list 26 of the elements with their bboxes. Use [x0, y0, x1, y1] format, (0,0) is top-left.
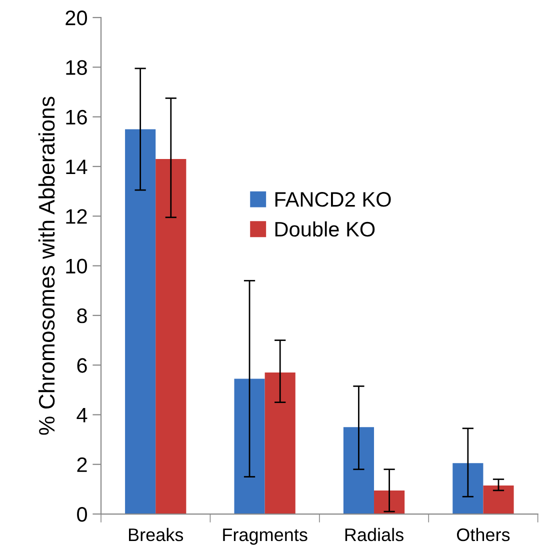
x-tick-label: Breaks [128, 528, 184, 542]
y-tick-label: 12 [66, 209, 87, 224]
x-tick-label: Radials [345, 528, 404, 542]
y-axis-title: % Chromosomes with Abberations [38, 96, 55, 435]
bar [264, 372, 296, 514]
bar [156, 159, 186, 514]
y-tick-label: 8 [77, 308, 87, 324]
y-tick-label: 16 [66, 110, 87, 125]
y-tick-label: 18 [66, 60, 87, 75]
bar [343, 427, 374, 514]
y-tick-label: 4 [76, 408, 88, 422]
y-tick-label: 2 [77, 457, 87, 472]
x-tick-label: Others [456, 528, 510, 542]
bar [234, 378, 265, 514]
y-tick-label: 6 [77, 358, 87, 373]
x-tick-label: Fragments [223, 528, 308, 545]
legend-label: FANCD2 KO [275, 192, 391, 207]
y-tick-label: 20 [66, 10, 88, 26]
y-tick-label: 14 [66, 160, 88, 174]
bar [125, 129, 156, 514]
bar [374, 490, 405, 514]
legend-label: Double KO [275, 221, 375, 237]
bar [452, 463, 484, 514]
bar [483, 485, 514, 514]
y-tick-label: 10 [66, 258, 88, 274]
y-tick-label: 0 [77, 507, 87, 522]
